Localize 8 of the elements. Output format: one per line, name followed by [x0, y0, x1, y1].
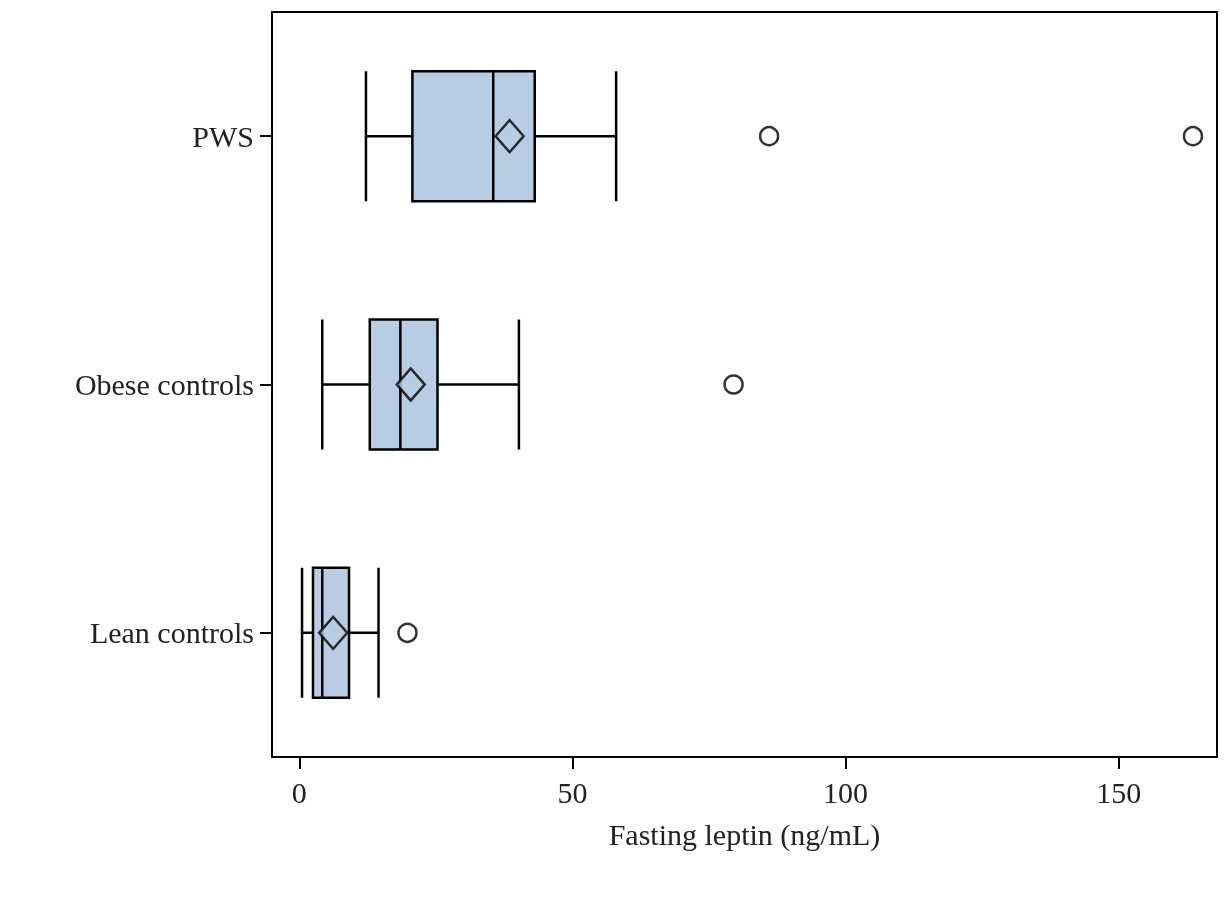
- x-tick-label: 150: [1096, 775, 1142, 809]
- x-tick-label: 0: [291, 775, 307, 809]
- y-tick-label: Obese controls: [74, 368, 254, 401]
- y-tick-label: PWS: [192, 119, 254, 153]
- x-tick-label: 50: [557, 775, 588, 809]
- x-tick-label: 100: [823, 775, 869, 809]
- y-tick-label: Lean controls: [89, 616, 254, 650]
- x-axis-title: Fasting leptin (ng/mL): [608, 817, 881, 852]
